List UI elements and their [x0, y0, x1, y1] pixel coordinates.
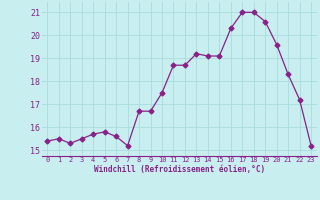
X-axis label: Windchill (Refroidissement éolien,°C): Windchill (Refroidissement éolien,°C) [94, 165, 265, 174]
